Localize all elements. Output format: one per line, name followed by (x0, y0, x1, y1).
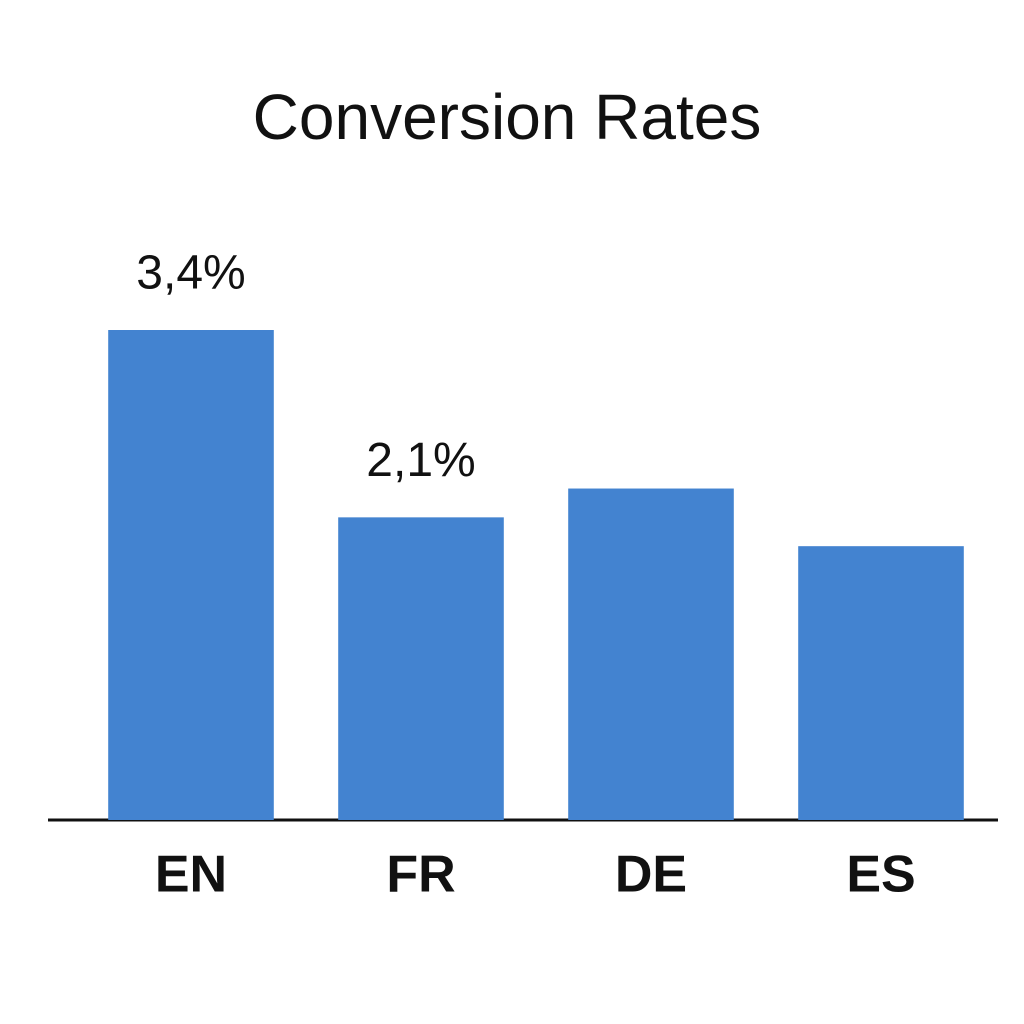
bar (798, 546, 964, 820)
bar (338, 517, 504, 820)
bar (568, 488, 734, 820)
value-label: 2,1% (366, 434, 475, 487)
bar (108, 330, 274, 820)
x-tick-label: ES (846, 846, 915, 904)
x-tick-label: FR (386, 846, 455, 904)
x-tick-label: DE (615, 846, 687, 904)
x-tick-label: EN (155, 846, 227, 904)
chart-title: Conversion Rates (253, 81, 762, 153)
value-label: 3,4% (136, 247, 245, 300)
